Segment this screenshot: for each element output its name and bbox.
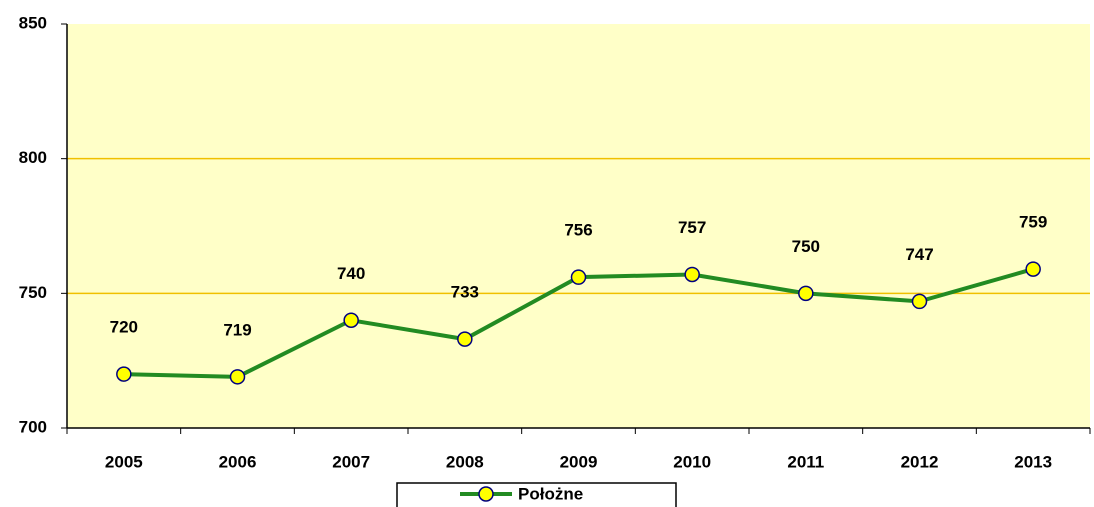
x-tick-label: 2009 bbox=[560, 452, 598, 471]
x-tick-label: 2008 bbox=[446, 452, 484, 471]
data-label: 759 bbox=[1019, 213, 1047, 232]
marker bbox=[798, 285, 814, 302]
legend-marker bbox=[478, 486, 494, 502]
x-tick-label: 2006 bbox=[219, 452, 257, 471]
data-label: 750 bbox=[792, 237, 820, 256]
x-tick-label: 2011 bbox=[787, 452, 824, 471]
marker bbox=[684, 266, 700, 283]
x-tick-label: 2010 bbox=[673, 452, 711, 471]
y-tick-label: 700 bbox=[19, 417, 47, 436]
marker bbox=[457, 331, 473, 347]
marker bbox=[1025, 261, 1041, 277]
marker bbox=[570, 269, 587, 285]
y-tick-label: 850 bbox=[19, 13, 47, 32]
data-label: 747 bbox=[905, 245, 933, 264]
data-label: 740 bbox=[337, 264, 365, 283]
data-label: 733 bbox=[451, 283, 479, 302]
marker bbox=[229, 369, 246, 385]
data-label: 756 bbox=[564, 221, 592, 240]
data-label: 720 bbox=[110, 318, 138, 337]
x-tick-label: 2013 bbox=[1014, 452, 1052, 471]
marker bbox=[911, 293, 928, 310]
legend-label: Położne bbox=[518, 484, 583, 503]
y-tick-label: 800 bbox=[19, 148, 47, 167]
x-tick-label: 2007 bbox=[332, 452, 370, 471]
plot-area bbox=[67, 24, 1090, 428]
marker bbox=[343, 312, 359, 329]
x-tick-label: 2012 bbox=[901, 452, 939, 471]
x-tick-label: 2005 bbox=[105, 452, 143, 471]
legend-box bbox=[396, 482, 677, 507]
data-label: 757 bbox=[678, 218, 706, 237]
y-tick-label: 750 bbox=[19, 283, 47, 302]
data-label: 719 bbox=[223, 320, 251, 339]
marker bbox=[116, 366, 132, 382]
